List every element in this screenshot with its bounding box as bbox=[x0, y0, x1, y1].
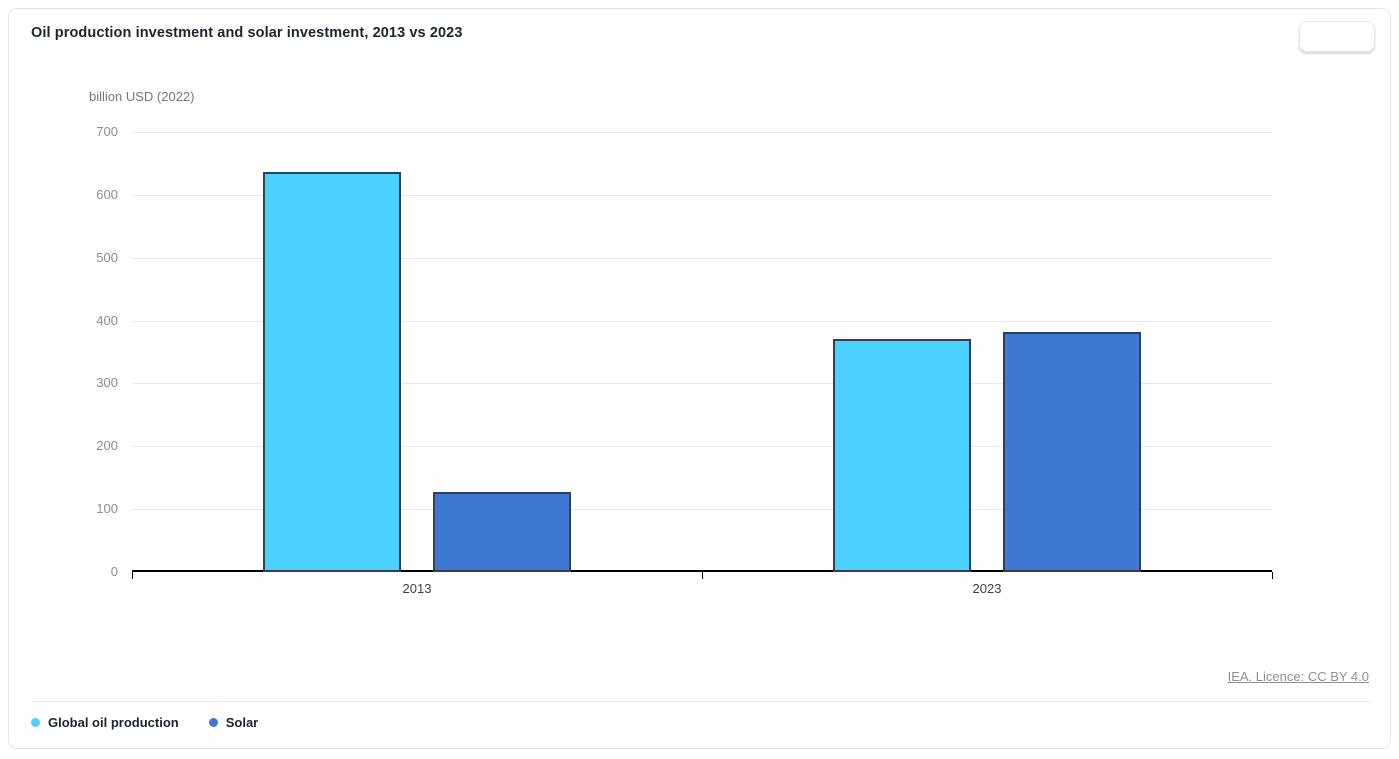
y-axis-unit-label: billion USD (2022) bbox=[89, 89, 195, 104]
x-axis-tick-1 bbox=[702, 572, 703, 579]
legend-divider bbox=[31, 701, 1371, 702]
chart-options-button[interactable] bbox=[1299, 21, 1375, 52]
x-category-label-2023: 2023 bbox=[972, 581, 1002, 596]
x-axis-line bbox=[132, 570, 1272, 572]
x-category-label-2013: 2013 bbox=[402, 581, 432, 596]
chart-title: Oil production investment and solar inve… bbox=[31, 25, 463, 41]
legend-item-solar[interactable]: Solar bbox=[208, 715, 259, 730]
legend-label: Solar bbox=[225, 715, 259, 730]
gridline-300 bbox=[132, 383, 1272, 385]
y-tick-label-200: 200 bbox=[96, 438, 118, 454]
plot-area: 0 100 200 300 400 500 600 700 2013 2023 bbox=[9, 9, 1392, 750]
legend-label: Global oil production bbox=[48, 715, 179, 730]
legend-dot bbox=[31, 718, 40, 727]
y-tick-label-300: 300 bbox=[96, 375, 118, 391]
legend-dot bbox=[208, 718, 218, 727]
y-tick-label-700: 700 bbox=[96, 124, 118, 139]
gridline-200 bbox=[132, 446, 1272, 448]
bar-global-oil-production-2023[interactable] bbox=[833, 338, 971, 572]
gridline-100 bbox=[132, 509, 1272, 511]
source-link[interactable]: IEA. Licence: CC BY 4.0 bbox=[1227, 669, 1369, 684]
gridline-400 bbox=[132, 320, 1272, 322]
bar-solar-2013[interactable] bbox=[433, 492, 571, 572]
legend: Global oil production Solar bbox=[31, 715, 258, 730]
legend-item-global-oil-production[interactable]: Global oil production bbox=[31, 715, 179, 730]
gridline-500 bbox=[132, 257, 1272, 259]
chart-card: Oil production investment and solar inve… bbox=[8, 8, 1391, 749]
y-tick-label-400: 400 bbox=[96, 312, 118, 328]
bar-solar-2023[interactable] bbox=[1003, 331, 1141, 572]
y-tick-label-100: 100 bbox=[96, 501, 118, 517]
x-axis-tick-2 bbox=[1272, 572, 1273, 579]
y-tick-label-600: 600 bbox=[96, 186, 118, 202]
gridline-600 bbox=[132, 194, 1272, 196]
y-tick-label-500: 500 bbox=[96, 249, 118, 265]
x-axis-tick-0 bbox=[132, 572, 133, 579]
bar-global-oil-production-2013[interactable] bbox=[263, 172, 401, 572]
gridline-700 bbox=[132, 132, 1272, 133]
y-tick-label-0: 0 bbox=[110, 564, 118, 579]
